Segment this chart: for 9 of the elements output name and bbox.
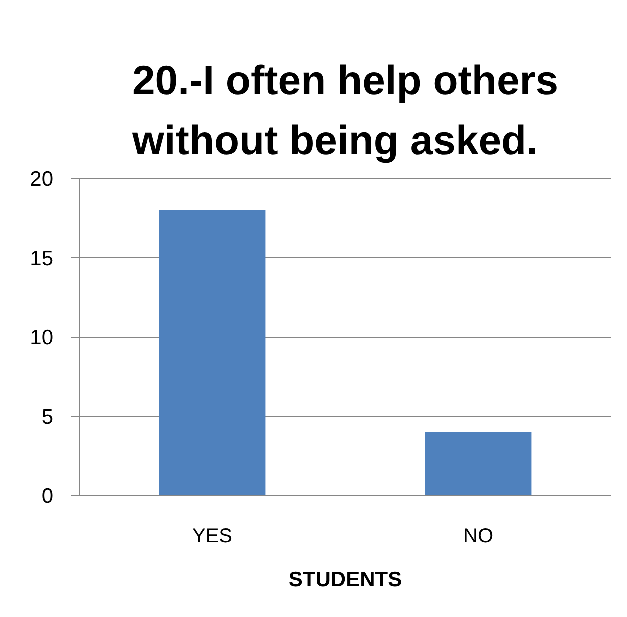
y-tick-label: 15 bbox=[30, 247, 54, 270]
chart-title: 20.-I often help others without being asked. bbox=[132, 58, 558, 164]
y-tick-label: 5 bbox=[42, 406, 54, 429]
y-tick-label: 0 bbox=[42, 485, 54, 508]
x-tick-label: NO bbox=[464, 526, 494, 548]
x-axis-title: STUDENTS bbox=[288, 568, 402, 592]
y-tick-label: 10 bbox=[30, 326, 54, 350]
x-tick-label: YES bbox=[192, 526, 233, 548]
y-tick-label: 20 bbox=[30, 168, 54, 191]
